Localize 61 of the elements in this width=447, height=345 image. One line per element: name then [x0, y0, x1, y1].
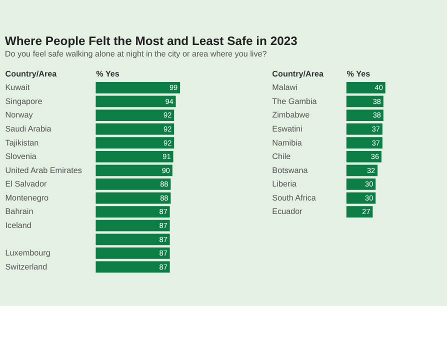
data-label: 37 — [372, 124, 380, 134]
bar — [346, 206, 373, 218]
bar — [346, 137, 382, 149]
bar — [346, 178, 376, 190]
data-label: 87 — [159, 248, 168, 258]
data-label: 87 — [159, 262, 168, 272]
y-tick-label: Namibia — [272, 138, 302, 148]
y-axis-title: Country/Area — [5, 69, 58, 78]
data-label: 94 — [165, 96, 174, 106]
y-tick-label: Chile — [272, 152, 292, 162]
chart-subtitle: Do you feel safe walking alone at night in the city or area where you live? — [4, 49, 268, 58]
y-tick-label: Eswatini — [272, 124, 303, 134]
y-tick-label: Bahrain — [5, 207, 34, 216]
x-axis-title: % Yes — [96, 69, 120, 78]
y-tick-label: Luxembourg — [5, 248, 50, 258]
y-axis-title: Country/Area — [272, 69, 324, 78]
data-label: 88 — [160, 180, 168, 189]
y-tick-label: Kuwait — [5, 83, 30, 92]
y-tick-label: Botswana — [272, 166, 308, 175]
data-label: 40 — [374, 83, 383, 92]
data-label: 92 — [164, 124, 172, 134]
bar — [346, 123, 382, 135]
y-tick-label: Saudi Arabia — [5, 124, 52, 134]
data-label: 30 — [365, 193, 374, 202]
data-label: 88 — [160, 193, 168, 202]
y-tick-label: Malawi — [272, 83, 298, 92]
x-axis-title: % Yes — [346, 69, 371, 78]
y-tick-label: The Gambia — [272, 96, 318, 106]
data-label: 87 — [159, 234, 168, 244]
bar — [346, 82, 386, 94]
y-tick-label: Ecuador — [272, 207, 303, 216]
data-label: 32 — [367, 166, 376, 175]
bar — [346, 96, 384, 108]
y-tick-label: Singapore — [5, 96, 43, 106]
y-tick-label: Zimbabwe — [272, 110, 310, 120]
data-label: 87 — [159, 207, 168, 216]
bar — [346, 150, 382, 162]
data-label: 30 — [365, 180, 374, 189]
data-label: 92 — [164, 110, 172, 120]
data-label: 36 — [370, 152, 380, 162]
y-tick-label: El Salvador — [5, 180, 48, 189]
chart-title: Where People Felt the Most and Least Safe in 2023 — [4, 34, 298, 48]
bar — [346, 110, 384, 121]
y-tick-label: United Arab Emirates — [5, 166, 82, 175]
data-label: 27 — [362, 207, 370, 216]
y-tick-label: Liberia — [272, 180, 298, 189]
y-tick-label: Montenegro — [5, 193, 50, 202]
y-tick-label: Slovenia — [5, 152, 37, 162]
data-label: 92 — [164, 138, 172, 148]
data-label: 87 — [159, 221, 168, 230]
data-label: 91 — [162, 152, 171, 162]
y-tick-label: Switzerland — [5, 262, 48, 272]
y-tick-label: Tajikistan — [5, 138, 39, 148]
y-tick-label: Norway — [5, 110, 34, 120]
y-tick-label: Iceland — [5, 221, 32, 230]
data-label: 38 — [372, 96, 381, 106]
data-label: 99 — [170, 83, 178, 92]
y-tick-label: South Africa — [272, 193, 316, 202]
data-label: 90 — [162, 166, 170, 175]
data-label: 38 — [372, 110, 381, 120]
data-label: 37 — [372, 138, 380, 148]
